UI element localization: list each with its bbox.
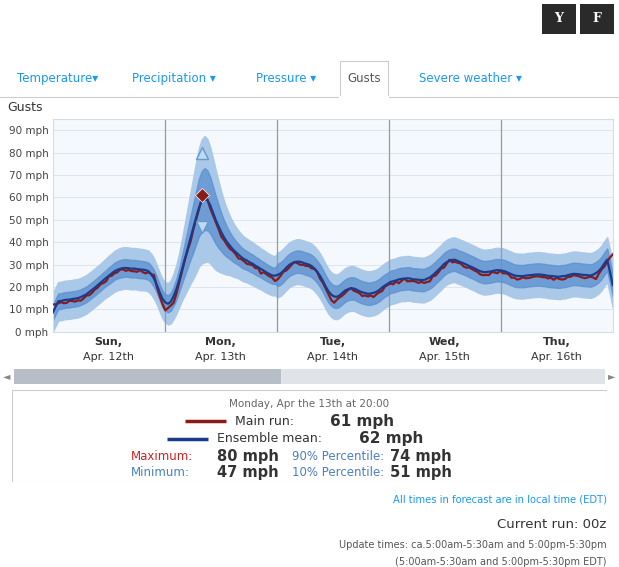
Text: Gusts: Gusts (7, 101, 43, 114)
Text: Update times: ca.5:00am-5:30am and 5:00pm-5:30pm: Update times: ca.5:00am-5:30am and 5:00p… (339, 540, 607, 550)
Text: 10% Percentile:: 10% Percentile: (292, 466, 384, 479)
Text: 74 mph: 74 mph (390, 448, 451, 464)
Text: 90% Percentile:: 90% Percentile: (292, 450, 384, 463)
Text: Thu,: Thu, (543, 337, 571, 347)
Text: Apr. 16th: Apr. 16th (531, 352, 582, 362)
Text: Monday, Apr the 13th at 20:00: Monday, Apr the 13th at 20:00 (230, 399, 389, 409)
Text: Mon,: Mon, (206, 337, 236, 347)
Text: Gusts: Gusts (347, 72, 381, 84)
Text: Apr. 14th: Apr. 14th (307, 352, 358, 362)
Text: Apr. 15th: Apr. 15th (419, 352, 470, 362)
FancyBboxPatch shape (12, 390, 607, 482)
Text: Maximum:: Maximum: (131, 450, 194, 463)
FancyBboxPatch shape (542, 4, 576, 34)
Text: Precipitation ▾: Precipitation ▾ (132, 72, 216, 84)
Text: 47 mph: 47 mph (217, 466, 279, 480)
Text: 62 mph: 62 mph (360, 431, 424, 446)
Text: Y: Y (554, 12, 563, 26)
Text: 51 mph: 51 mph (390, 466, 452, 480)
Text: ◄: ◄ (3, 371, 11, 381)
Text: Temperature▾: Temperature▾ (17, 72, 98, 84)
Text: Pressure ▾: Pressure ▾ (256, 72, 316, 84)
Text: Main run:: Main run: (235, 415, 294, 428)
Text: 80 mph: 80 mph (217, 448, 279, 464)
Text: All times in forecast are in local time (EDT): All times in forecast are in local time … (392, 494, 607, 505)
Text: Wed,: Wed, (429, 337, 461, 347)
Text: Apr. 12th: Apr. 12th (83, 352, 134, 362)
Text: ECMWF Ensemble Forecast for Portland: ECMWF Ensemble Forecast for Portland (7, 11, 335, 27)
Text: 61 mph: 61 mph (331, 414, 394, 429)
Text: ►: ► (608, 371, 616, 381)
Text: Apr. 13th: Apr. 13th (195, 352, 246, 362)
Text: (5:00am-5:30am and 5:00pm-5:30pm EDT): (5:00am-5:30am and 5:00pm-5:30pm EDT) (395, 557, 607, 567)
FancyBboxPatch shape (340, 61, 388, 96)
Text: Ensemble mean:: Ensemble mean: (217, 432, 322, 445)
Text: F: F (592, 12, 602, 26)
FancyBboxPatch shape (14, 369, 605, 383)
FancyBboxPatch shape (580, 4, 614, 34)
Text: Severe weather ▾: Severe weather ▾ (418, 72, 521, 84)
Text: Current run: 00z: Current run: 00z (497, 518, 607, 531)
Text: Sun,: Sun, (95, 337, 123, 347)
Text: Tue,: Tue, (319, 337, 346, 347)
FancyBboxPatch shape (14, 369, 281, 383)
Text: Minimum:: Minimum: (131, 466, 190, 479)
